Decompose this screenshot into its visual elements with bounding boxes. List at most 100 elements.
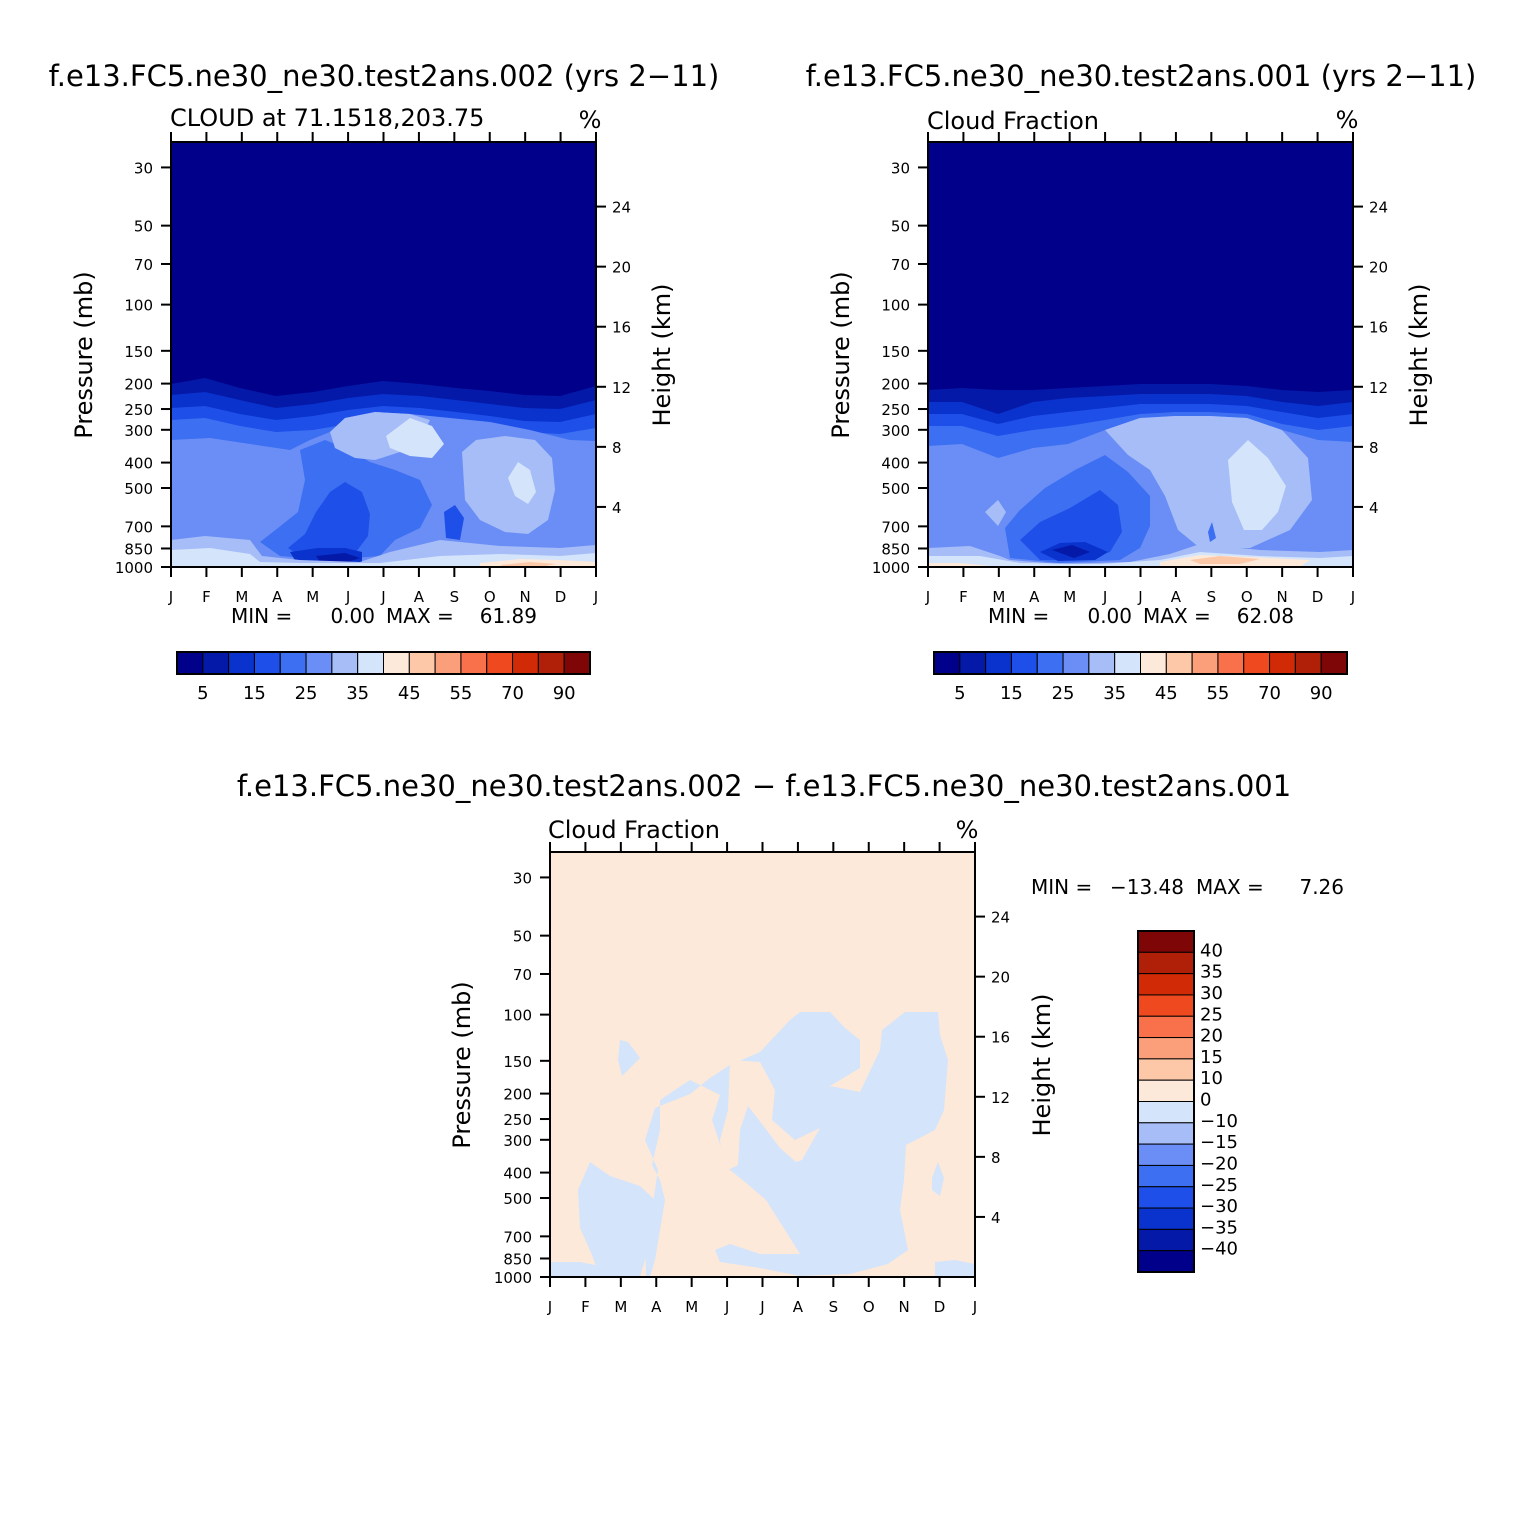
x-tick-label: N xyxy=(1277,588,1288,606)
height-tick-label: 20 xyxy=(991,969,1010,987)
panel-1-title: f.e13.FC5.ne30_ne30.test2ans.002 (yrs 2−… xyxy=(49,59,720,93)
colorbar-swatch xyxy=(1062,651,1090,675)
pressure-tick-label: 300 xyxy=(124,422,153,440)
pressure-tick-label: 700 xyxy=(881,518,910,536)
panel-1-units: % xyxy=(579,106,602,134)
colorbar-swatch xyxy=(1243,651,1271,675)
colorbar-swatch xyxy=(1217,651,1245,675)
colorbar-swatch xyxy=(1137,1164,1195,1188)
pressure-tick-label: 100 xyxy=(881,297,910,315)
colorbar-swatch xyxy=(408,651,436,675)
colorbar-swatch xyxy=(985,651,1012,675)
x-tick-label: J xyxy=(380,588,385,606)
x-tick-label: D xyxy=(1312,588,1324,606)
colorbar-label: 10 xyxy=(1200,1068,1223,1089)
panel-1-min-label: MIN = xyxy=(231,604,292,628)
colorbar-swatch xyxy=(1137,1037,1195,1060)
colorbar-label: −20 xyxy=(1200,1153,1238,1174)
panel-3-min-label: MIN = xyxy=(1031,875,1092,899)
colorbar-swatch xyxy=(512,651,539,675)
pressure-tick-label: 100 xyxy=(124,297,153,315)
colorbar-swatch xyxy=(486,651,514,675)
height-tick-label: 20 xyxy=(612,259,631,277)
colorbar-swatch xyxy=(202,651,230,675)
x-tick-label: F xyxy=(581,1298,590,1316)
colorbar-swatch xyxy=(1137,1250,1195,1273)
panel-2-title: f.e13.FC5.ne30_ne30.test2ans.001 (yrs 2−… xyxy=(806,59,1477,93)
x-tick-label: A xyxy=(272,588,283,606)
x-tick-label: S xyxy=(450,588,460,606)
pressure-tick-label: 70 xyxy=(891,256,910,274)
colorbar-swatch xyxy=(253,651,281,675)
height-tick-label: 12 xyxy=(991,1089,1010,1107)
x-tick-label: S xyxy=(1207,588,1217,606)
height-tick-label: 12 xyxy=(612,379,631,397)
colorbar-swatch xyxy=(305,651,333,675)
x-tick-label: J xyxy=(345,588,350,606)
height-tick-label: 16 xyxy=(1369,319,1388,337)
colorbar-label: 70 xyxy=(501,683,524,704)
panel-3-units: % xyxy=(956,816,979,844)
pressure-tick-label: 400 xyxy=(503,1165,532,1183)
colorbar-swatch xyxy=(279,651,307,675)
panel-2-ylabel-right: Height (km) xyxy=(1405,284,1433,427)
pressure-tick-label: 50 xyxy=(891,218,910,236)
x-tick-label: J xyxy=(925,588,930,606)
pressure-tick-label: 50 xyxy=(513,928,532,946)
x-tick-label: J xyxy=(547,1298,552,1316)
pressure-tick-label: 200 xyxy=(881,376,910,394)
x-tick-label: J xyxy=(759,1298,764,1316)
x-tick-label: M xyxy=(685,1298,698,1316)
colorbar-label: 35 xyxy=(346,683,369,704)
x-tick-label: N xyxy=(520,588,531,606)
x-tick-label: M xyxy=(992,588,1005,606)
pressure-tick-label: 150 xyxy=(124,343,153,361)
pressure-tick-label: 30 xyxy=(513,869,532,887)
colorbar-label: 35 xyxy=(1200,962,1223,983)
panel-2-colorbar: 5 15 25 35 45 55 70 90 xyxy=(933,651,1348,704)
x-tick-label: J xyxy=(1137,588,1142,606)
colorbar-swatch xyxy=(1137,1058,1195,1081)
colorbar-label: −10 xyxy=(1200,1111,1238,1132)
colorbar-label: −30 xyxy=(1200,1196,1238,1217)
height-tick-label: 16 xyxy=(991,1029,1010,1047)
panel-2-contour-field xyxy=(928,142,1353,567)
colorbar-swatch xyxy=(1137,1143,1195,1166)
height-tick-label: 8 xyxy=(1369,439,1379,457)
pressure-tick-label: 850 xyxy=(881,540,910,558)
colorbar-swatch xyxy=(1137,1079,1195,1102)
panel-3-max-value: 7.26 xyxy=(1299,875,1344,899)
pressure-tick-label: 500 xyxy=(124,480,153,498)
colorbar-swatch xyxy=(1137,1207,1195,1230)
colorbar-swatch xyxy=(176,651,204,675)
panel-3-min-value: −13.48 xyxy=(1110,875,1184,899)
colorbar-swatch xyxy=(1140,651,1167,675)
colorbar-swatch xyxy=(933,651,961,675)
colorbar-swatch xyxy=(460,651,488,675)
colorbar-label: 70 xyxy=(1258,683,1281,704)
pressure-tick-label: 1000 xyxy=(494,1269,532,1287)
panel-2-min-label: MIN = xyxy=(988,604,1049,628)
x-tick-label: J xyxy=(972,1298,977,1316)
height-tick-label: 4 xyxy=(991,1209,1001,1227)
colorbar-swatch xyxy=(331,651,359,675)
colorbar-label: 20 xyxy=(1200,1026,1223,1047)
pressure-tick-label: 1000 xyxy=(872,559,910,577)
colorbar-swatch xyxy=(1010,651,1038,675)
panel-3-max-label: MAX = xyxy=(1196,875,1264,899)
colorbar-label: −40 xyxy=(1200,1239,1238,1260)
panel-1-colorbar: 5 15 25 35 45 55 70 90 xyxy=(176,651,591,704)
panel-3-axes: J F M A M J J A S O N D J 30 50 70 100 150 200 250 300 400 500… xyxy=(494,842,1010,1316)
colorbar-label: 55 xyxy=(449,683,472,704)
panel-2-subtitle: Cloud Fraction xyxy=(927,107,1099,135)
panel-3-ylabel: Pressure (mb) xyxy=(448,981,476,1148)
colorbar-label: 45 xyxy=(398,683,421,704)
panel-2-units: % xyxy=(1336,106,1359,134)
pressure-tick-label: 700 xyxy=(503,1228,532,1246)
colorbar-swatch xyxy=(1269,651,1296,675)
colorbar-label: −15 xyxy=(1200,1132,1238,1153)
colorbar-swatch xyxy=(1036,651,1064,675)
colorbar-label: 25 xyxy=(295,683,318,704)
